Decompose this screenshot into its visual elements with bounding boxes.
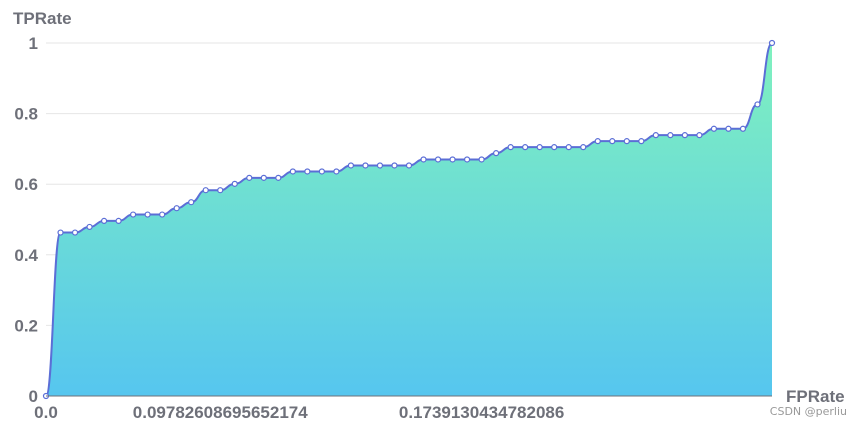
watermark: CSDN @perliu <box>769 405 847 418</box>
data-point <box>551 144 558 151</box>
data-point <box>478 156 485 163</box>
data-point <box>623 138 630 145</box>
y-tick-label: 0 <box>29 387 38 406</box>
data-point <box>260 174 267 181</box>
data-point <box>522 144 529 151</box>
data-point <box>289 168 296 175</box>
data-point <box>681 132 688 139</box>
data-point <box>725 125 732 132</box>
y-tick-label: 1 <box>29 34 38 53</box>
data-point <box>57 229 64 236</box>
y-tick-label: 0.4 <box>14 246 38 265</box>
data-point <box>493 150 500 157</box>
data-point <box>347 162 355 169</box>
data-point <box>130 211 137 218</box>
x-tick-labels: 0.0 0.09782608695652174 0.1739130434782086 <box>34 403 564 422</box>
data-point <box>391 162 398 169</box>
data-point <box>362 162 369 169</box>
data-point <box>652 132 659 139</box>
data-point <box>231 180 238 187</box>
data-point <box>144 211 151 218</box>
y-axis-title: TPRate <box>13 9 72 28</box>
y-tick-label: 0.2 <box>14 316 38 335</box>
x-axis-title: FPRate <box>786 387 845 406</box>
data-point <box>754 101 761 108</box>
data-point <box>333 168 340 175</box>
data-point <box>71 229 79 236</box>
series-area <box>46 43 772 396</box>
data-point <box>463 156 471 163</box>
x-tick-label: 0.0 <box>34 403 58 422</box>
data-point <box>609 138 616 145</box>
data-point <box>638 138 645 145</box>
data-point <box>202 187 209 194</box>
x-tick-label: 0.09782608695652174 <box>133 403 308 422</box>
data-point <box>188 199 195 206</box>
data-point <box>768 39 776 47</box>
data-point <box>217 187 224 194</box>
y-tick-label: 0.6 <box>14 175 38 194</box>
data-point <box>376 162 384 169</box>
data-point <box>710 125 718 132</box>
data-point <box>304 168 311 175</box>
y-tick-labels: 0 0.2 0.4 0.6 0.8 1 <box>14 34 38 406</box>
data-point <box>507 144 514 151</box>
data-point <box>449 156 456 163</box>
x-tick-label: 0.1739130434782086 <box>399 403 564 422</box>
data-point <box>580 144 587 151</box>
data-point <box>275 174 282 181</box>
data-point <box>115 217 122 225</box>
data-point <box>594 138 601 145</box>
y-tick-label: 0.8 <box>14 105 38 124</box>
data-point <box>565 144 572 151</box>
data-point <box>667 132 674 139</box>
data-point <box>318 168 325 175</box>
data-point <box>434 156 442 163</box>
data-points <box>42 39 776 400</box>
data-point <box>739 125 747 132</box>
data-point <box>159 211 166 218</box>
data-point <box>173 205 180 212</box>
data-point <box>536 144 543 151</box>
data-point <box>420 156 427 163</box>
data-point <box>405 162 413 169</box>
data-point <box>696 132 703 139</box>
data-point <box>246 174 253 181</box>
data-point <box>100 217 108 225</box>
data-point <box>86 223 93 231</box>
